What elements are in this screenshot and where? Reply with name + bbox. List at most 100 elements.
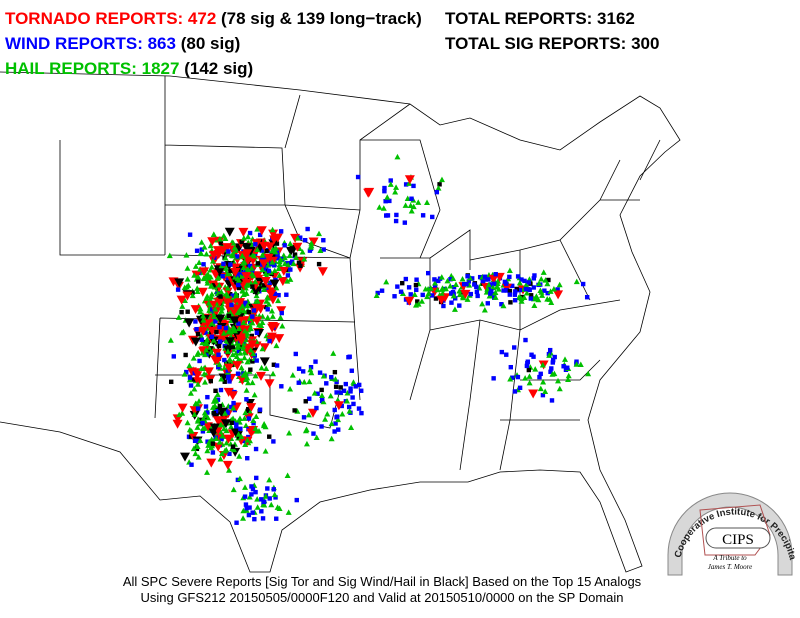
hail-marker (281, 254, 288, 261)
hail-marker (244, 302, 251, 309)
hail-marker (245, 266, 252, 273)
sig-marker (228, 268, 233, 274)
sig-marker (332, 369, 338, 375)
wind-marker (234, 426, 239, 431)
wind-marker (230, 293, 235, 298)
sig-marker (400, 280, 405, 286)
hail-marker (253, 298, 260, 304)
hail-marker (265, 301, 272, 307)
hail-marker (236, 453, 243, 459)
hail-marker (194, 285, 201, 291)
wind-marker (472, 282, 477, 287)
hail-marker (539, 292, 546, 298)
hail-marker (241, 415, 248, 421)
wind-marker (334, 379, 339, 385)
hail-marker (393, 184, 400, 190)
sig-marker (218, 294, 223, 299)
sig-marker (191, 377, 196, 382)
hail-marker (425, 290, 432, 297)
hail-marker (204, 447, 211, 454)
hail-marker (223, 314, 230, 320)
wind-marker (285, 273, 291, 278)
hail-marker (210, 404, 217, 410)
hail-marker (230, 239, 237, 246)
hail-marker (198, 332, 205, 339)
wind-marker (528, 296, 534, 301)
hail-marker (241, 354, 248, 361)
hail-marker (526, 373, 533, 379)
wind-marker (302, 237, 308, 243)
hail-marker (194, 274, 201, 280)
hail-marker (406, 180, 413, 186)
hail-marker (210, 337, 217, 343)
wind-marker (279, 310, 284, 316)
hail-marker (245, 379, 252, 386)
sig-marker (196, 279, 201, 284)
wind-marker (296, 380, 301, 385)
tornado-marker (277, 276, 288, 286)
wind-marker (280, 256, 285, 262)
wind-marker (475, 293, 480, 299)
hail-marker (542, 388, 549, 394)
wind-marker (375, 290, 380, 296)
hail-detail: (142 sig) (184, 59, 253, 78)
hail-marker (466, 274, 473, 281)
wind-marker (271, 487, 276, 492)
wind-marker (474, 284, 479, 290)
wind-marker (414, 277, 419, 282)
hail-marker (202, 379, 209, 385)
tornado-marker (308, 237, 319, 247)
wind-marker (403, 182, 409, 187)
hail-marker (201, 275, 208, 282)
hail-marker (186, 362, 193, 369)
wind-marker (259, 248, 264, 253)
sig-marker (217, 403, 223, 409)
hail-marker (260, 501, 267, 508)
sig-marker (228, 292, 233, 297)
hail-marker (526, 379, 533, 386)
wind-marker (197, 358, 202, 364)
hail-marker (197, 306, 204, 312)
wind-marker (504, 281, 509, 286)
sig-marker (230, 444, 236, 449)
hail-marker (577, 361, 584, 368)
total-sig-reports: TOTAL SIG REPORTS: 300 (445, 34, 659, 53)
hail-marker (269, 259, 276, 265)
wind-marker (227, 451, 232, 457)
sig-marker (245, 408, 250, 414)
wind-marker (507, 274, 512, 280)
hail-marker (239, 288, 246, 294)
tornado-marker (224, 305, 235, 315)
hail-marker (384, 194, 391, 200)
tornado-marker (207, 237, 218, 247)
tornado-marker (256, 226, 267, 236)
hail-marker (254, 226, 261, 232)
hail-marker (289, 372, 296, 378)
wind-marker (451, 285, 457, 290)
hail-marker (250, 252, 257, 259)
sig-marker (514, 286, 519, 292)
hail-marker (242, 441, 249, 447)
wind-marker (436, 278, 441, 284)
sig-marker (263, 304, 269, 310)
hail-marker (287, 276, 294, 282)
hail-marker (226, 467, 233, 473)
hail-marker (415, 199, 422, 205)
wind-marker (394, 212, 399, 218)
wind-marker (293, 351, 298, 357)
hail-marker (290, 260, 297, 267)
hail-marker (277, 314, 284, 321)
wind-marker (555, 287, 560, 292)
wind-marker (314, 405, 319, 411)
hail-marker (233, 291, 240, 297)
tornado-marker (212, 416, 223, 426)
wind-marker (296, 366, 302, 371)
wind-marker (503, 287, 509, 293)
hail-marker (565, 372, 572, 379)
hail-marker (218, 450, 225, 457)
wind-marker (382, 188, 387, 194)
sig-marker (261, 283, 267, 288)
tornado-marker (238, 227, 249, 237)
wind-marker (279, 384, 284, 389)
hail-marker (233, 353, 240, 359)
